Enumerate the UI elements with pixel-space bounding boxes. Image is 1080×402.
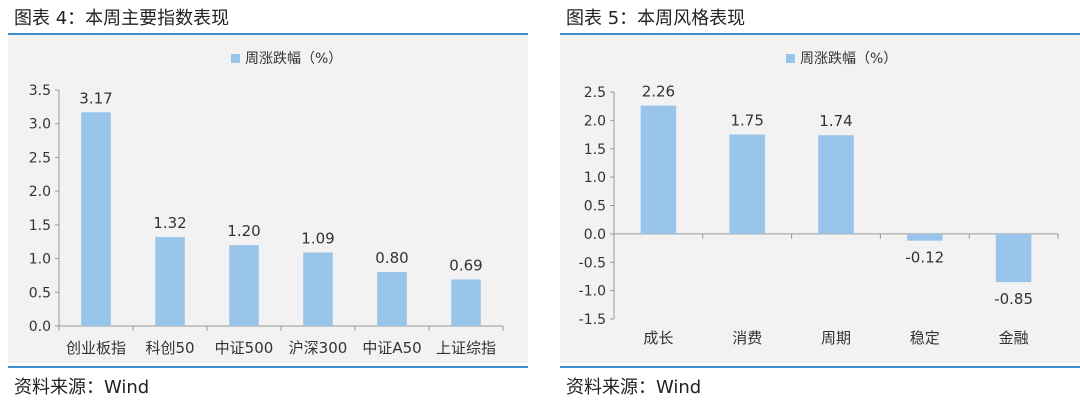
bar xyxy=(451,279,481,326)
data-label: 1.20 xyxy=(227,222,260,240)
y-tick-label: 1.0 xyxy=(29,252,51,268)
x-tick-label: 中证A50 xyxy=(362,339,421,357)
y-tick-label: -1.5 xyxy=(579,312,606,328)
data-label: 2.26 xyxy=(642,83,675,101)
chart-panel-style-performance: 图表 5：本周风格表现 周涨跌幅（%） 2.5 2.0 1.5 1.0 0.5 0.0 -0.… xyxy=(552,0,1080,402)
y-tick-label: -1.0 xyxy=(579,284,606,300)
bar xyxy=(818,135,854,234)
x-tick-label: 成长 xyxy=(643,329,673,347)
y-tick-label: 1.5 xyxy=(584,142,606,158)
data-label: -0.85 xyxy=(994,290,1033,308)
data-label: 1.32 xyxy=(153,214,186,232)
bar xyxy=(303,252,333,326)
chart-title: 图表 4：本周主要指数表现 xyxy=(14,8,230,29)
y-tick-label: 2.5 xyxy=(584,85,606,101)
data-label: 1.09 xyxy=(301,230,334,248)
data-label: 1.75 xyxy=(730,112,763,130)
x-tick-label: 中证500 xyxy=(215,339,274,357)
bar-chart-style-performance: 周涨跌幅（%） 2.5 2.0 1.5 1.0 0.5 0.0 -0.5 -1.0 -1.5 2.2… xyxy=(579,51,1059,347)
y-tick-label: 2.0 xyxy=(29,184,51,200)
x-tick-label: 周期 xyxy=(821,329,851,347)
y-tick-label: 3.5 xyxy=(29,83,51,99)
y-tick-label: 3.0 xyxy=(29,117,51,133)
legend-swatch xyxy=(231,54,240,63)
bar xyxy=(81,112,111,326)
bar-chart-index-performance: 周涨跌幅（%） 3.5 3.0 2.5 2.0 1.5 1.0 0.5 0.0 3.17 创业板指 1… xyxy=(29,51,504,357)
title-rule xyxy=(560,33,1080,35)
y-tick-label: 2.5 xyxy=(29,150,51,166)
x-tick-label: 金融 xyxy=(999,329,1029,347)
legend-swatch xyxy=(786,54,795,63)
bar xyxy=(995,233,1032,283)
title-rule xyxy=(8,33,528,35)
bar xyxy=(377,272,407,326)
source-note: 资料来源：Wind xyxy=(566,377,702,398)
data-label: 1.74 xyxy=(819,112,852,130)
data-label: 0.69 xyxy=(449,256,482,274)
x-tick-label: 创业板指 xyxy=(66,339,126,357)
y-tick-label: 0.0 xyxy=(584,227,606,243)
x-tick-label: 稳定 xyxy=(910,329,940,347)
data-label: 0.80 xyxy=(375,249,408,267)
chart-title: 图表 5：本周风格表现 xyxy=(566,8,746,29)
bar xyxy=(729,134,765,234)
source-rule xyxy=(560,366,1080,368)
bar xyxy=(640,105,677,234)
bar xyxy=(229,245,259,326)
y-tick-label: 0.0 xyxy=(29,319,51,335)
data-label: 3.17 xyxy=(79,89,112,107)
x-tick-label: 沪深300 xyxy=(289,339,348,357)
y-tick-label: 1.0 xyxy=(584,170,606,186)
y-tick-label: 0.5 xyxy=(584,199,606,215)
x-tick-label: 科创50 xyxy=(145,339,194,357)
legend-label: 周涨跌幅（%） xyxy=(800,51,897,67)
x-tick-label: 上证综指 xyxy=(436,339,496,357)
bar xyxy=(907,233,943,241)
y-tick-label: 0.5 xyxy=(29,285,51,301)
source-note: 资料来源：Wind xyxy=(14,377,150,398)
legend-label: 周涨跌幅（%） xyxy=(245,51,342,67)
data-label: -0.12 xyxy=(905,249,944,267)
y-tick-label: 1.5 xyxy=(29,218,51,234)
bar xyxy=(155,236,185,326)
y-tick-label: 2.0 xyxy=(584,113,606,129)
y-tick-label: -0.5 xyxy=(579,255,606,271)
source-rule xyxy=(8,366,528,368)
x-tick-label: 消费 xyxy=(732,329,762,347)
chart-panel-index-performance: 图表 4：本周主要指数表现 周涨跌幅（%） 3.5 3.0 2.5 2.0 1.5 1.0 0… xyxy=(0,0,528,402)
